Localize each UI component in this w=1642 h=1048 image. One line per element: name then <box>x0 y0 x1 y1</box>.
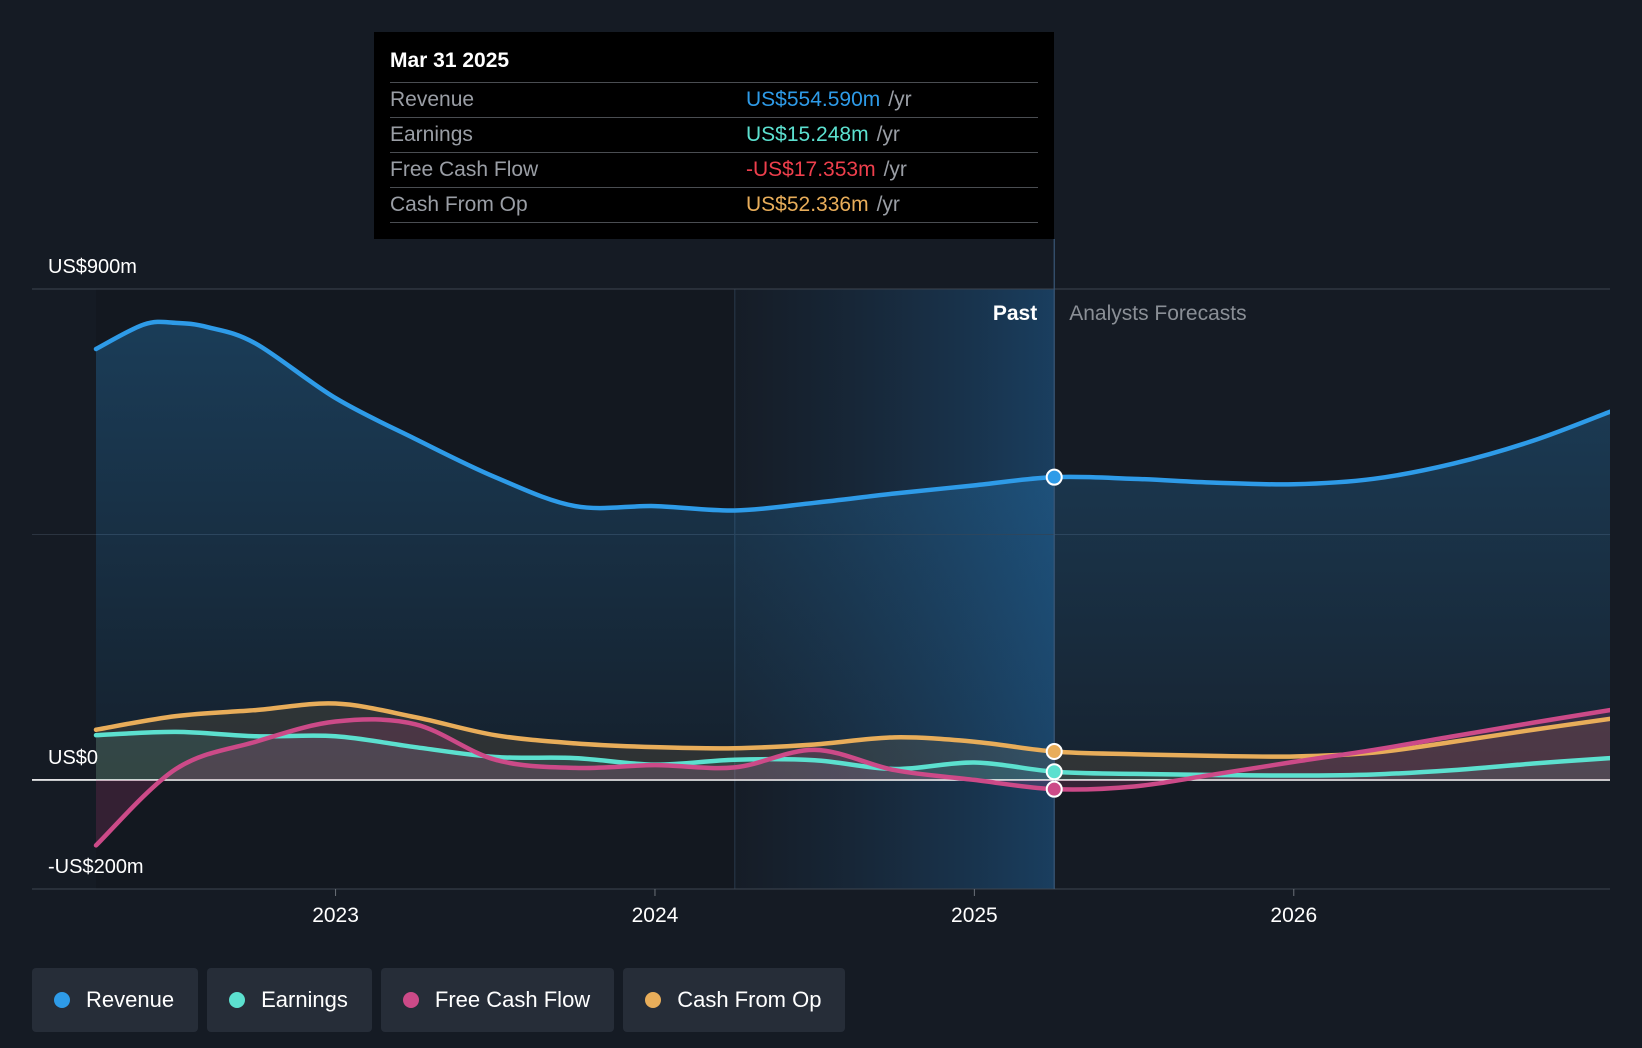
y-axis-label: US$900m <box>48 256 137 278</box>
free-cash-flow-dot-icon <box>402 992 419 1008</box>
revenue-dot-icon <box>54 992 70 1008</box>
tooltip-label: Free Cash Flow <box>390 158 539 181</box>
legend-label: Free Cash Flow <box>434 987 591 1012</box>
legend-item-cash-from-op[interactable]: Cash From Op <box>623 968 846 1032</box>
cash-from-op-dot-icon <box>645 992 662 1008</box>
legend-item-free-cash-flow[interactable]: Free Cash Flow <box>380 968 615 1032</box>
tooltip-row-revenue: Revenue US$554.590m /yr <box>390 82 1038 117</box>
chart-legend: Revenue Earnings Free Cash Flow Cash Fro… <box>32 968 846 1032</box>
tooltip-row-cash-from-op: Cash From Op US$52.336m /yr <box>390 187 1038 223</box>
legend-item-revenue[interactable]: Revenue <box>32 968 199 1032</box>
tooltip-value: US$52.336m <box>746 193 869 216</box>
tooltip-row-earnings: Earnings US$15.248m /yr <box>390 117 1038 152</box>
legend-label: Revenue <box>86 987 175 1012</box>
y-axis-label: US$0 <box>48 747 98 769</box>
revenue-marker <box>1045 468 1063 486</box>
earnings-area <box>96 731 1610 780</box>
revenue-area <box>96 321 1610 780</box>
data-tooltip: Mar 31 2025 Revenue US$554.590m /yr Earn… <box>374 32 1054 239</box>
analysts-forecasts-label: Analysts Forecasts <box>1069 302 1246 325</box>
tooltip-value: -US$17.353m <box>746 158 876 181</box>
free-cash-flow-marker <box>1045 780 1063 798</box>
tooltip-row-free-cash-flow: Free Cash Flow -US$17.353m /yr <box>390 152 1038 187</box>
x-tick-label: 2023 <box>312 904 359 927</box>
cash-from-op-marker <box>1045 743 1063 761</box>
x-tick-label: 2026 <box>1270 904 1317 927</box>
tooltip-label: Revenue <box>390 88 475 111</box>
revenue-line <box>93 319 1610 513</box>
tooltip-unit: /yr <box>876 123 900 146</box>
earnings-dot-icon <box>229 992 246 1008</box>
y-axis-label: -US$200m <box>48 856 144 878</box>
tooltip-value: US$554.590m <box>746 88 881 111</box>
legend-label: Cash From Op <box>677 987 822 1012</box>
tooltip-label: Earnings <box>390 123 473 146</box>
tooltip-unit: /yr <box>888 88 912 111</box>
tooltip-unit: /yr <box>876 193 900 216</box>
free-cash-flow-area <box>96 710 1610 846</box>
legend-item-earnings[interactable]: Earnings <box>207 968 372 1032</box>
tooltip-unit: /yr <box>883 158 907 181</box>
legend-label: Earnings <box>261 987 348 1012</box>
tooltip-date: Mar 31 2025 <box>390 49 510 72</box>
earnings-marker <box>1045 763 1063 781</box>
tooltip-value: US$15.248m <box>746 123 869 146</box>
x-tick-label: 2025 <box>951 904 998 927</box>
tooltip-label: Cash From Op <box>390 193 528 216</box>
earnings-line <box>93 729 1610 778</box>
past-label: Past <box>993 302 1037 325</box>
free-cash-flow-line <box>93 707 1610 848</box>
x-tick-label: 2024 <box>632 904 679 927</box>
